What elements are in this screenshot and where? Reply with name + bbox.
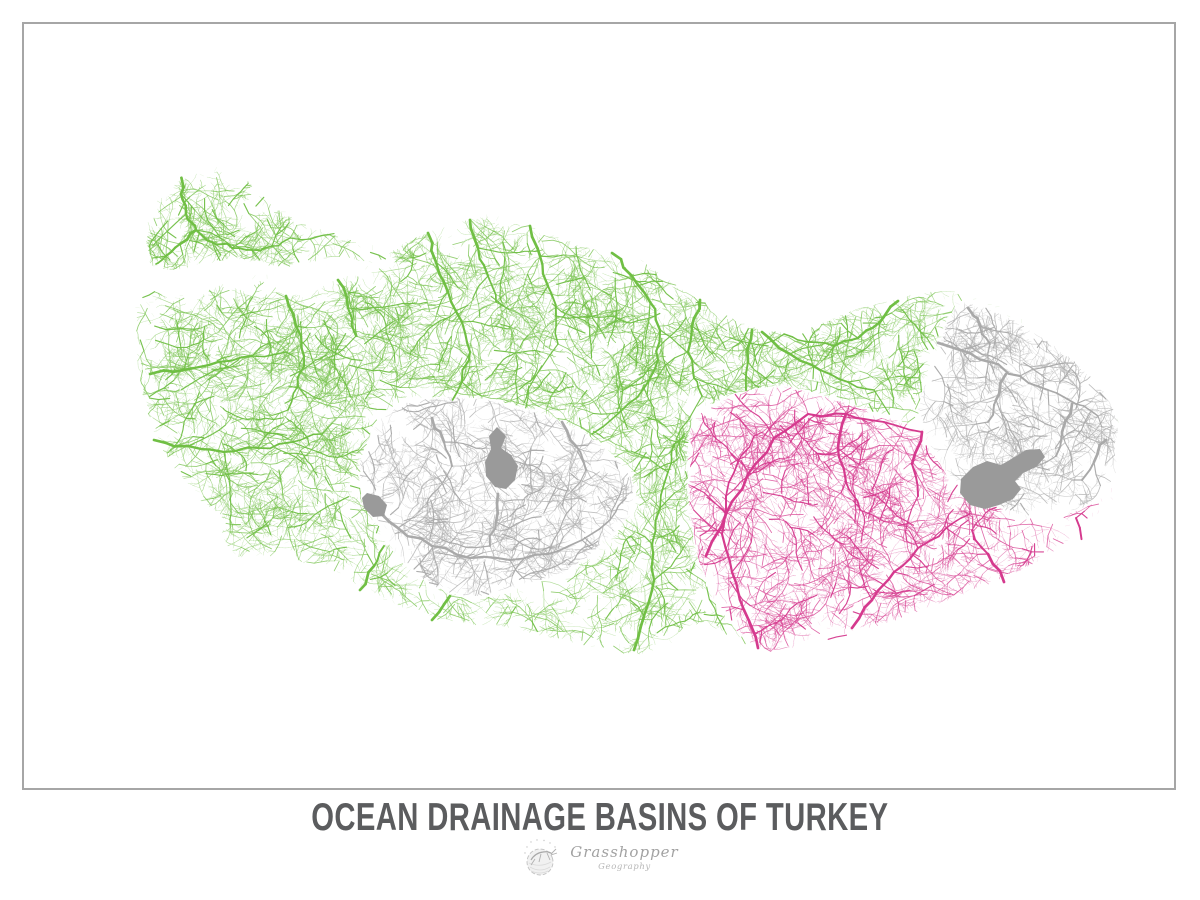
drainage-map-canvas <box>24 24 1174 788</box>
logo-name: Grasshopper <box>570 843 679 861</box>
map-title: OCEAN DRAINAGE BASINS OF TURKEY <box>311 796 889 839</box>
map-title-row: OCEAN DRAINAGE BASINS OF TURKEY <box>0 798 1200 837</box>
logo-subtitle: Geography <box>598 862 651 872</box>
logo-text: Grasshopper Geography <box>570 838 678 872</box>
grasshopper-logo: Grasshopper Geography <box>0 838 1200 882</box>
grasshopper-logo-icon <box>521 838 561 882</box>
map-frame <box>22 22 1176 790</box>
